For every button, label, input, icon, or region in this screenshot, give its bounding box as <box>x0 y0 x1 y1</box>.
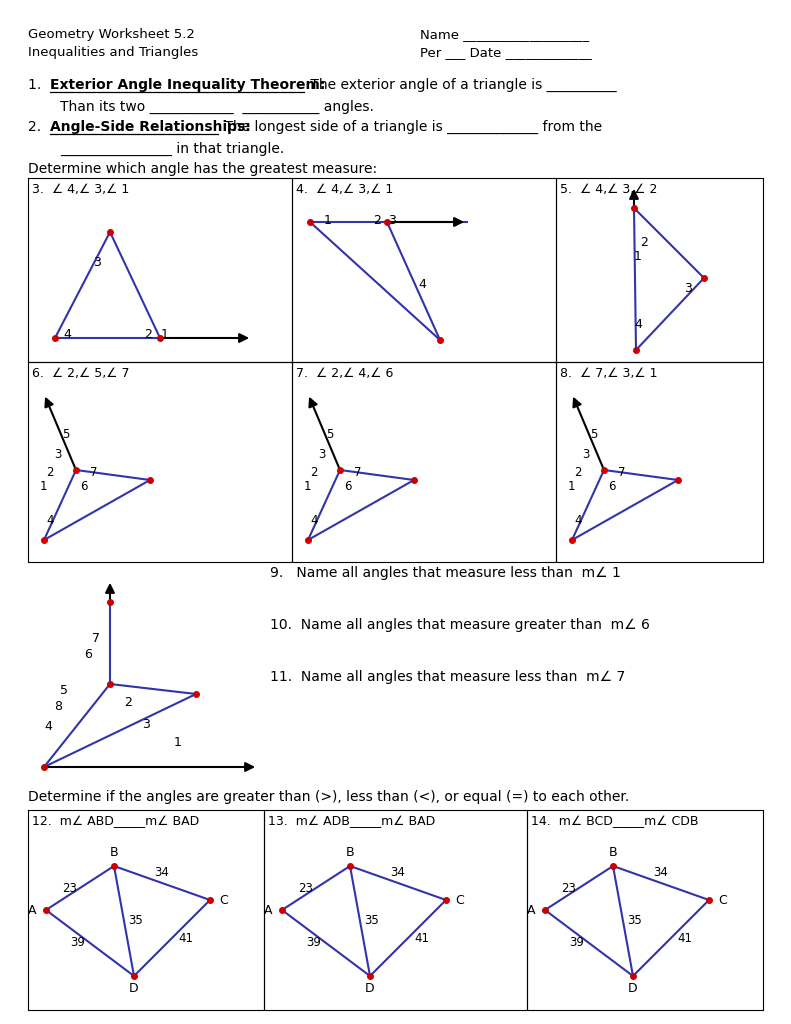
Text: 7: 7 <box>619 466 626 478</box>
Text: 4: 4 <box>418 279 426 292</box>
Text: Inequalities and Triangles: Inequalities and Triangles <box>28 46 199 59</box>
Text: 2: 2 <box>373 213 381 226</box>
Text: 5.  ∠ 4,∠ 3,∠ 2: 5. ∠ 4,∠ 3,∠ 2 <box>560 183 657 196</box>
Text: Name ___________________: Name ___________________ <box>420 28 589 41</box>
Text: 6.  ∠ 2,∠ 5,∠ 7: 6. ∠ 2,∠ 5,∠ 7 <box>32 367 130 380</box>
Text: 8: 8 <box>54 699 62 713</box>
Text: Geometry Worksheet 5.2: Geometry Worksheet 5.2 <box>28 28 195 41</box>
Text: 34: 34 <box>391 866 406 880</box>
Text: 3: 3 <box>142 718 150 730</box>
Text: 14.  m∠ BCD_____m∠ CDB: 14. m∠ BCD_____m∠ CDB <box>531 815 698 828</box>
Text: 2: 2 <box>574 466 581 478</box>
Text: D: D <box>365 982 375 995</box>
Text: 1: 1 <box>40 479 47 493</box>
Text: C: C <box>456 894 464 906</box>
Text: 3: 3 <box>684 282 692 295</box>
Text: A: A <box>527 903 536 916</box>
Text: 2: 2 <box>124 695 132 709</box>
Text: 5: 5 <box>62 427 70 440</box>
Text: 39: 39 <box>70 937 85 949</box>
Text: 4: 4 <box>44 721 52 733</box>
Text: 2.: 2. <box>28 120 50 134</box>
Text: Per ___ Date _____________: Per ___ Date _____________ <box>420 46 592 59</box>
Text: 8.  ∠ 7,∠ 3,∠ 1: 8. ∠ 7,∠ 3,∠ 1 <box>560 367 657 380</box>
Text: 1: 1 <box>303 479 311 493</box>
Text: 41: 41 <box>179 932 194 944</box>
Text: 23: 23 <box>298 882 313 895</box>
Text: 2: 2 <box>144 329 152 341</box>
Text: 7: 7 <box>92 632 100 644</box>
Text: 7: 7 <box>354 466 361 478</box>
Text: 41: 41 <box>678 932 692 944</box>
Text: 5: 5 <box>590 427 598 440</box>
Text: 1: 1 <box>567 479 575 493</box>
Text: 41: 41 <box>414 932 430 944</box>
Text: 35: 35 <box>129 914 143 928</box>
Text: D: D <box>129 982 138 995</box>
Text: 23: 23 <box>62 882 78 895</box>
Text: 2: 2 <box>46 466 54 478</box>
Text: Determine if the angles are greater than (>), less than (<), or equal (=) to eac: Determine if the angles are greater than… <box>28 790 630 804</box>
Text: Determine which angle has the greatest measure:: Determine which angle has the greatest m… <box>28 162 377 176</box>
Text: 3: 3 <box>318 447 326 461</box>
Text: The longest side of a triangle is _____________ from the: The longest side of a triangle is ______… <box>220 120 602 134</box>
Text: Exterior Angle Inequality Theorem:: Exterior Angle Inequality Theorem: <box>50 78 325 92</box>
Text: 9.   Name all angles that measure less than  m∠ 1: 9. Name all angles that measure less tha… <box>270 566 621 580</box>
Text: 3: 3 <box>93 256 101 269</box>
Text: 10.  Name all angles that measure greater than  m∠ 6: 10. Name all angles that measure greater… <box>270 618 650 632</box>
Text: 4: 4 <box>63 329 71 341</box>
Text: 34: 34 <box>154 866 169 880</box>
Text: 6: 6 <box>608 479 615 493</box>
Text: 6: 6 <box>80 479 88 493</box>
Text: 3: 3 <box>582 447 589 461</box>
Text: 5: 5 <box>60 683 68 696</box>
Text: 1: 1 <box>174 735 182 749</box>
Text: 4.  ∠ 4,∠ 3,∠ 1: 4. ∠ 4,∠ 3,∠ 1 <box>296 183 393 196</box>
Text: B: B <box>110 847 119 859</box>
Text: 2: 2 <box>640 236 648 249</box>
Text: 3: 3 <box>55 447 62 461</box>
Text: 4: 4 <box>310 513 318 526</box>
Text: 39: 39 <box>307 937 321 949</box>
Text: 7: 7 <box>90 466 98 478</box>
Text: ________________ in that triangle.: ________________ in that triangle. <box>60 142 284 156</box>
Text: 4: 4 <box>574 513 581 526</box>
Text: 35: 35 <box>627 914 642 928</box>
Text: 34: 34 <box>653 866 668 880</box>
Text: C: C <box>719 894 728 906</box>
Text: 1: 1 <box>634 251 642 263</box>
Text: 5: 5 <box>327 427 334 440</box>
Text: 35: 35 <box>365 914 380 928</box>
Text: 3: 3 <box>388 213 396 226</box>
Text: 39: 39 <box>570 937 585 949</box>
Text: C: C <box>220 894 229 906</box>
Text: 1.: 1. <box>28 78 50 92</box>
Text: 11.  Name all angles that measure less than  m∠ 7: 11. Name all angles that measure less th… <box>270 670 625 684</box>
Text: B: B <box>346 847 354 859</box>
Text: Angle-Side Relationships:: Angle-Side Relationships: <box>50 120 251 134</box>
Text: 23: 23 <box>562 882 577 895</box>
Text: A: A <box>28 903 36 916</box>
Text: 1: 1 <box>324 213 332 226</box>
Text: 1: 1 <box>161 329 169 341</box>
Text: 12.  m∠ ABD_____m∠ BAD: 12. m∠ ABD_____m∠ BAD <box>32 815 199 828</box>
Text: 3.  ∠ 4,∠ 3,∠ 1: 3. ∠ 4,∠ 3,∠ 1 <box>32 183 129 196</box>
Text: 4: 4 <box>634 318 642 332</box>
Text: 2: 2 <box>310 466 318 478</box>
Text: 13.  m∠ ADB_____m∠ BAD: 13. m∠ ADB_____m∠ BAD <box>268 815 435 828</box>
Text: 6: 6 <box>84 647 92 660</box>
Text: D: D <box>628 982 638 995</box>
Text: Than its two ____________  ___________ angles.: Than its two ____________ ___________ an… <box>60 100 374 114</box>
Text: 4: 4 <box>46 513 54 526</box>
Text: A: A <box>263 903 272 916</box>
Text: 6: 6 <box>344 479 352 493</box>
Text: 7.  ∠ 2,∠ 4,∠ 6: 7. ∠ 2,∠ 4,∠ 6 <box>296 367 393 380</box>
Text: B: B <box>609 847 617 859</box>
Text: The exterior angle of a triangle is __________: The exterior angle of a triangle is ____… <box>306 78 617 92</box>
